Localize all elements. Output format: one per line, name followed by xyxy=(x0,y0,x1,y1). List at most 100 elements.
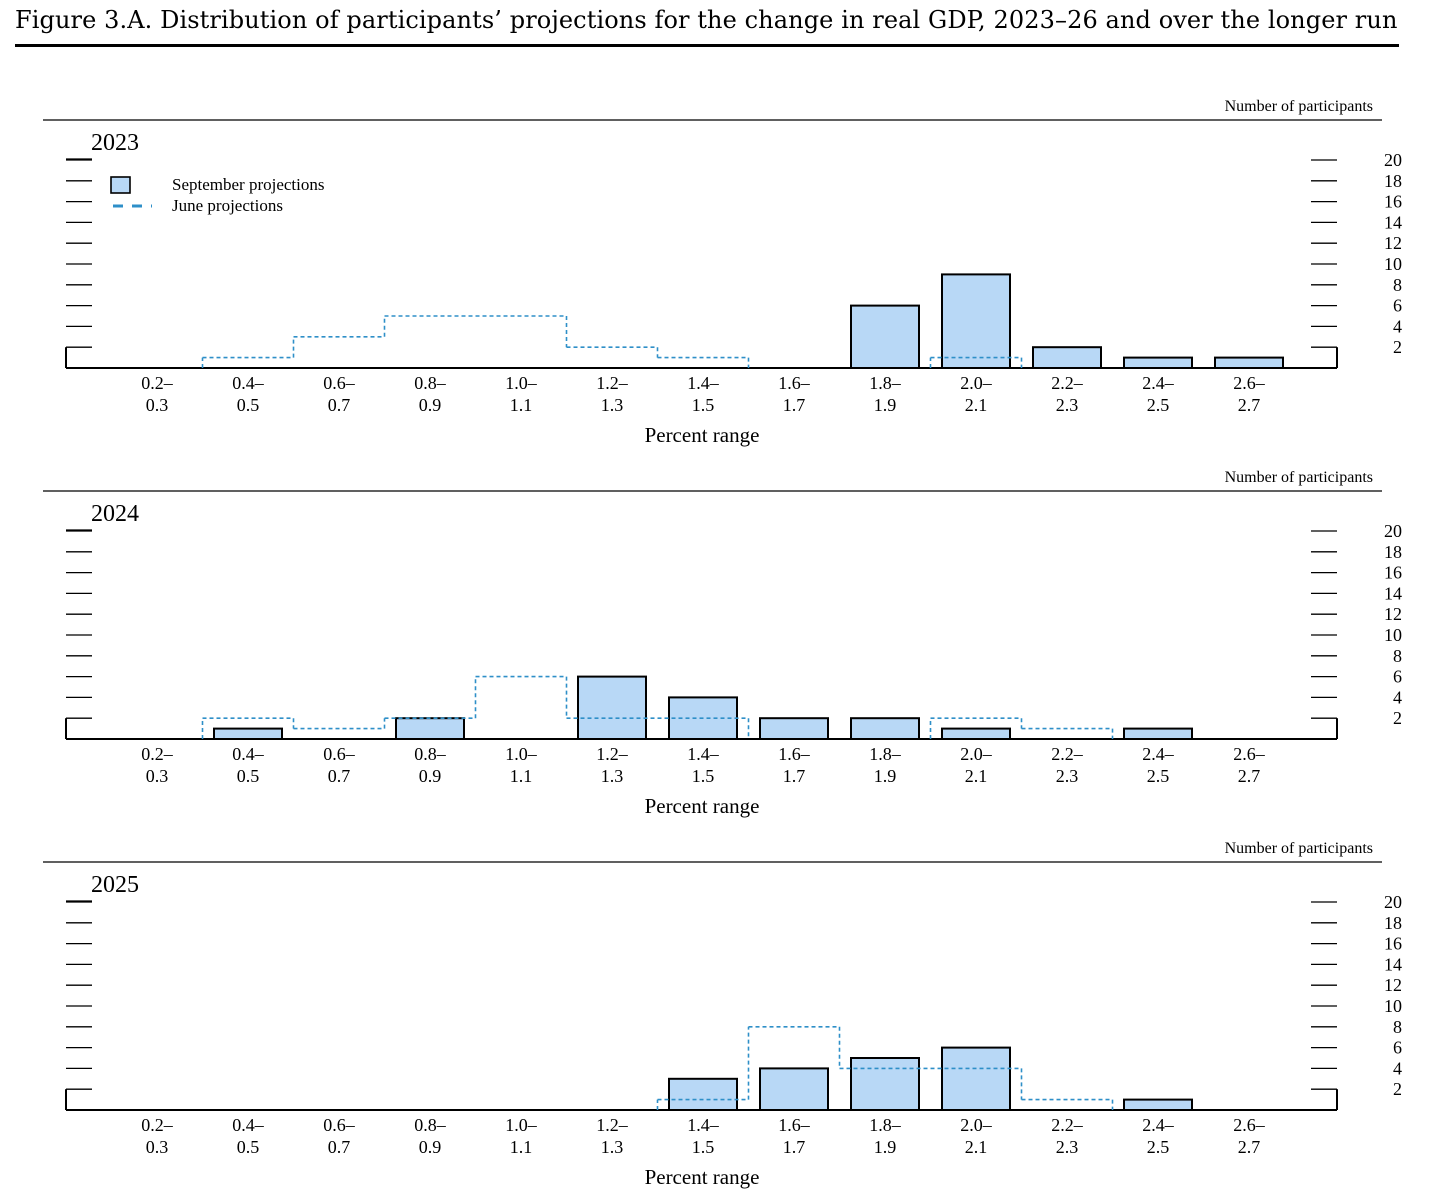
x-tick-label-top: 1.4– xyxy=(687,373,720,393)
legend-september-swatch xyxy=(110,176,131,194)
september-bar xyxy=(941,1046,1011,1111)
x-tick-label-bottom: 1.3 xyxy=(601,395,624,415)
y-axis-label: Number of participants xyxy=(1225,840,1373,857)
x-tick-label-top: 0.2– xyxy=(141,373,174,393)
x-tick-label-top: 0.4– xyxy=(232,744,265,764)
x-tick-label-top: 0.6– xyxy=(323,1115,356,1135)
y-tick-label: 20 xyxy=(1384,150,1402,170)
x-tick-label-top: 0.8– xyxy=(414,373,447,393)
september-bar xyxy=(850,717,920,741)
x-tick-label-bottom: 1.3 xyxy=(601,1137,624,1157)
x-tick-label-bottom: 2.1 xyxy=(965,395,988,415)
x-axis-label: Percent range xyxy=(645,1165,760,1189)
x-tick-label-top: 2.0– xyxy=(960,744,993,764)
x-tick-label-bottom: 2.7 xyxy=(1238,766,1261,786)
september-bar xyxy=(941,273,1011,369)
x-tick-label-bottom: 0.7 xyxy=(328,1137,351,1157)
x-tick-label-top: 0.4– xyxy=(232,1115,265,1135)
x-tick-label-top: 1.8– xyxy=(869,1115,902,1135)
x-tick-label-top: 2.2– xyxy=(1051,1115,1084,1135)
panel-year-label: 2023 xyxy=(91,130,139,156)
x-tick-label-bottom: 0.9 xyxy=(419,1137,442,1157)
x-tick-label-top: 0.8– xyxy=(414,1115,447,1135)
x-tick-label-bottom: 2.3 xyxy=(1056,395,1079,415)
y-tick-label: 14 xyxy=(1384,212,1402,232)
x-tick-label-top: 1.0– xyxy=(505,744,538,764)
y-tick-label: 10 xyxy=(1384,254,1402,274)
y-tick-label: 4 xyxy=(1393,1058,1402,1078)
x-tick-label-bottom: 1.5 xyxy=(692,766,715,786)
x-tick-label-top: 1.0– xyxy=(505,373,538,393)
y-tick-label: 12 xyxy=(1384,604,1402,624)
x-tick-label-bottom: 2.1 xyxy=(965,766,988,786)
september-bar xyxy=(1123,356,1193,370)
x-tick-label-bottom: 0.9 xyxy=(419,766,442,786)
x-tick-label-top: 2.4– xyxy=(1142,744,1175,764)
y-tick-label: 8 xyxy=(1393,1017,1402,1037)
x-tick-label-top: 0.6– xyxy=(323,744,356,764)
september-bar xyxy=(850,304,920,370)
september-bar xyxy=(1214,356,1284,370)
y-tick-label: 20 xyxy=(1384,521,1402,541)
x-tick-label-top: 1.6– xyxy=(778,1115,811,1135)
y-tick-label: 10 xyxy=(1384,996,1402,1016)
y-tick-label: 16 xyxy=(1384,934,1402,954)
x-tick-label-top: 2.6– xyxy=(1233,373,1266,393)
x-tick-label-bottom: 0.5 xyxy=(237,1137,260,1157)
y-tick-label: 6 xyxy=(1393,1038,1402,1058)
y-axis-label: Number of participants xyxy=(1225,98,1373,115)
x-tick-label-bottom: 0.3 xyxy=(146,766,169,786)
x-tick-label-bottom: 0.5 xyxy=(237,766,260,786)
x-tick-label-top: 1.6– xyxy=(778,744,811,764)
june-projection-line xyxy=(656,1026,1114,1110)
y-tick-label: 18 xyxy=(1384,171,1402,191)
y-axis-label: Number of participants xyxy=(1225,469,1373,486)
y-tick-label: 4 xyxy=(1393,687,1402,707)
september-bar xyxy=(668,1077,738,1112)
y-tick-label: 18 xyxy=(1384,542,1402,562)
x-tick-label-bottom: 2.5 xyxy=(1147,1137,1170,1157)
september-bar xyxy=(850,1057,920,1111)
y-tick-label: 8 xyxy=(1393,646,1402,666)
x-tick-label-top: 0.4– xyxy=(232,373,265,393)
x-tick-label-bottom: 1.7 xyxy=(783,1137,806,1157)
y-tick-label: 16 xyxy=(1384,563,1402,583)
september-bar xyxy=(213,727,283,740)
june-projection-line xyxy=(201,315,1023,368)
x-tick-label-bottom: 1.7 xyxy=(783,766,806,786)
x-tick-label-bottom: 1.1 xyxy=(510,1137,533,1157)
september-bar xyxy=(395,717,465,741)
x-tick-label-bottom: 0.3 xyxy=(146,1137,169,1157)
x-tick-label-bottom: 1.1 xyxy=(510,395,533,415)
x-tick-label-top: 1.4– xyxy=(687,1115,720,1135)
september-bar xyxy=(577,675,647,740)
x-tick-label-bottom: 1.5 xyxy=(692,1137,715,1157)
legend-june-label: June projections xyxy=(172,196,283,215)
x-tick-label-top: 1.2– xyxy=(596,1115,629,1135)
y-tick-label: 6 xyxy=(1393,667,1402,687)
september-bar xyxy=(759,717,829,741)
y-tick-label: 8 xyxy=(1393,275,1402,295)
x-tick-label-top: 2.0– xyxy=(960,373,993,393)
x-tick-label-top: 2.4– xyxy=(1142,1115,1175,1135)
panel-year-label: 2024 xyxy=(91,501,139,527)
y-tick-label: 12 xyxy=(1384,233,1402,253)
x-tick-label-bottom: 1.9 xyxy=(874,1137,897,1157)
x-tick-label-top: 1.8– xyxy=(869,373,902,393)
panel-year-label: 2025 xyxy=(91,872,139,898)
y-tick-label: 18 xyxy=(1384,913,1402,933)
y-tick-label: 16 xyxy=(1384,192,1402,212)
x-tick-label-top: 2.2– xyxy=(1051,373,1084,393)
x-tick-label-bottom: 1.9 xyxy=(874,395,897,415)
x-tick-label-top: 1.8– xyxy=(869,744,902,764)
y-tick-label: 2 xyxy=(1393,337,1402,357)
y-tick-label: 20 xyxy=(1384,892,1402,912)
y-tick-label: 4 xyxy=(1393,316,1402,336)
x-tick-label-top: 2.2– xyxy=(1051,744,1084,764)
x-tick-label-bottom: 1.1 xyxy=(510,766,533,786)
x-tick-label-bottom: 0.3 xyxy=(146,395,169,415)
x-tick-label-top: 2.6– xyxy=(1233,744,1266,764)
x-tick-label-top: 0.6– xyxy=(323,373,356,393)
september-bar xyxy=(1123,1098,1193,1111)
